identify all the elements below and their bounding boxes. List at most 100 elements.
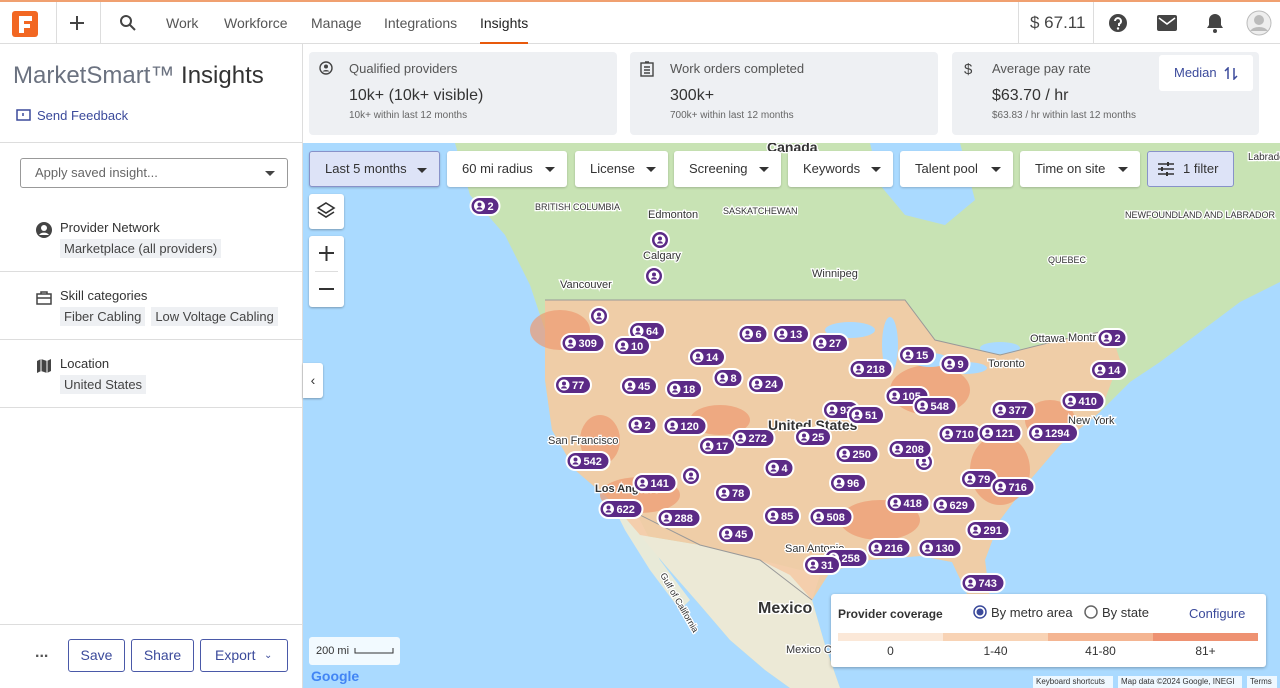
filter-dropdown[interactable]: Last 5 months (309, 151, 440, 187)
filter-dropdown[interactable]: 60 mi radius (447, 151, 567, 187)
cluster-marker[interactable]: 250 (834, 444, 880, 464)
cluster-marker[interactable]: 508 (808, 507, 854, 527)
cluster-marker[interactable]: 14 (1090, 360, 1128, 380)
cluster-marker[interactable]: 208 (887, 439, 933, 459)
cluster-marker[interactable]: 218 (848, 359, 894, 379)
marker-count: 542 (584, 456, 602, 468)
cluster-marker[interactable]: 548 (912, 396, 958, 416)
filter-dropdown[interactable]: Time on site (1020, 151, 1140, 187)
cluster-marker[interactable]: 377 (990, 400, 1036, 420)
cluster-marker[interactable]: 45 (620, 376, 658, 396)
cluster-marker[interactable]: 25 (794, 427, 832, 447)
cluster-marker[interactable]: 141 (632, 473, 678, 493)
cluster-marker[interactable]: 288 (656, 508, 702, 528)
nav-item[interactable]: Workforce (224, 15, 288, 31)
mail-icon[interactable] (1157, 15, 1177, 31)
cluster-marker[interactable]: 78 (714, 483, 752, 503)
cluster-marker[interactable]: 121 (977, 423, 1023, 443)
cluster-marker[interactable] (644, 266, 664, 286)
cluster-marker[interactable]: 291 (965, 520, 1011, 540)
marker-icon-head (658, 236, 662, 241)
cluster-marker[interactable] (650, 230, 670, 250)
more-filters[interactable]: 1 filter (1147, 151, 1234, 187)
marker-icon-head (1035, 429, 1039, 434)
cluster-marker[interactable]: 77 (554, 375, 592, 395)
filter-dropdown[interactable]: Screening (674, 151, 781, 187)
cluster-marker[interactable]: 64 (628, 321, 666, 341)
cluster-marker[interactable]: 10 (613, 336, 651, 356)
send-feedback[interactable]: Send Feedback (37, 108, 129, 123)
cluster-marker[interactable]: 13 (772, 324, 810, 344)
cluster-marker[interactable]: 79 (960, 469, 998, 489)
filter-dropdown[interactable]: Keywords (788, 151, 893, 187)
nav-item[interactable]: Insights (480, 2, 529, 44)
marker-count: 216 (885, 543, 903, 555)
saved-insight-select[interactable]: Apply saved insight... (20, 158, 288, 188)
cluster-marker[interactable]: 418 (885, 493, 931, 513)
radio[interactable] (973, 605, 987, 619)
filter-dropdown[interactable]: License (575, 151, 668, 187)
cluster-marker[interactable]: 272 (730, 428, 776, 448)
add-icon[interactable] (69, 15, 85, 31)
nav-item[interactable]: Work (166, 15, 199, 31)
bell-icon[interactable] (1206, 13, 1224, 33)
cluster-marker[interactable]: 31 (803, 555, 841, 575)
help-icon[interactable] (1108, 13, 1128, 33)
cluster-marker[interactable]: 45 (717, 524, 755, 544)
configure-link[interactable]: Configure (1189, 606, 1246, 621)
cluster-marker[interactable] (681, 466, 701, 486)
search-icon[interactable] (119, 14, 137, 32)
cluster-marker[interactable]: 120 (662, 416, 708, 436)
avatar[interactable] (1246, 10, 1272, 36)
cluster-marker[interactable]: 629 (931, 495, 977, 515)
marker-icon-head (689, 472, 693, 477)
attribution[interactable]: Map data ©2024 Google, INEGI (1121, 677, 1235, 686)
filter-dropdown[interactable]: Talent pool (900, 151, 1013, 187)
marker-icon-head (816, 513, 821, 518)
more-filters-label: 1 filter (1183, 161, 1219, 176)
nav-item[interactable]: Integrations (384, 15, 458, 31)
cluster-marker[interactable]: 716 (990, 477, 1036, 497)
cluster-marker[interactable]: 14 (688, 347, 726, 367)
cluster-marker[interactable]: 743 (960, 573, 1006, 593)
cluster-marker[interactable]: 1294 (1027, 423, 1079, 443)
cluster-marker[interactable]: 130 (917, 538, 963, 558)
cluster-marker[interactable]: 2 (1096, 328, 1128, 348)
nav-item[interactable]: Manage (311, 15, 362, 31)
cluster-marker[interactable]: 8 (712, 368, 744, 388)
cluster-marker[interactable]: 4 (763, 458, 795, 478)
median-toggle[interactable]: Median (1159, 55, 1253, 91)
logo[interactable] (12, 11, 38, 37)
cluster-marker[interactable]: 27 (811, 333, 849, 353)
radio[interactable] (1084, 605, 1098, 619)
cluster-marker[interactable]: 622 (598, 499, 644, 519)
cluster-marker[interactable] (589, 306, 609, 326)
cluster-marker[interactable]: 85 (763, 506, 801, 526)
cluster-marker[interactable]: 15 (898, 345, 936, 365)
cluster-marker[interactable]: 96 (829, 473, 867, 493)
cluster-marker[interactable]: 51 (847, 405, 885, 425)
cluster-marker[interactable]: 710 (937, 424, 983, 444)
cluster-marker[interactable]: 410 (1060, 391, 1106, 411)
attribution[interactable]: Terms (1250, 677, 1272, 686)
cluster-marker[interactable]: 6 (737, 324, 769, 344)
layers-button[interactable] (309, 194, 344, 229)
share-button[interactable]: Share (131, 639, 194, 672)
cluster-marker[interactable]: 9 (939, 354, 971, 374)
cluster-marker[interactable]: 17 (698, 436, 736, 456)
export-button[interactable]: Export ⌄ (200, 639, 288, 672)
attribution[interactable]: Keyboard shortcuts (1036, 677, 1105, 686)
cluster-marker[interactable]: 18 (665, 379, 703, 399)
cluster-marker[interactable]: 216 (866, 538, 912, 558)
zoom-controls[interactable] (309, 236, 344, 307)
cluster-marker[interactable]: 542 (565, 451, 611, 471)
balance[interactable]: $ 67.11 (1030, 13, 1086, 32)
save-button[interactable]: Save (68, 639, 125, 672)
more-button[interactable]: ... (35, 644, 49, 661)
collapse-button[interactable]: ‹ (303, 363, 323, 398)
cluster-marker[interactable]: 2 (626, 415, 658, 435)
cluster-marker[interactable]: 2 (469, 196, 501, 216)
cluster-marker[interactable]: 24 (747, 374, 785, 394)
cluster-marker[interactable]: 309 (560, 333, 606, 353)
